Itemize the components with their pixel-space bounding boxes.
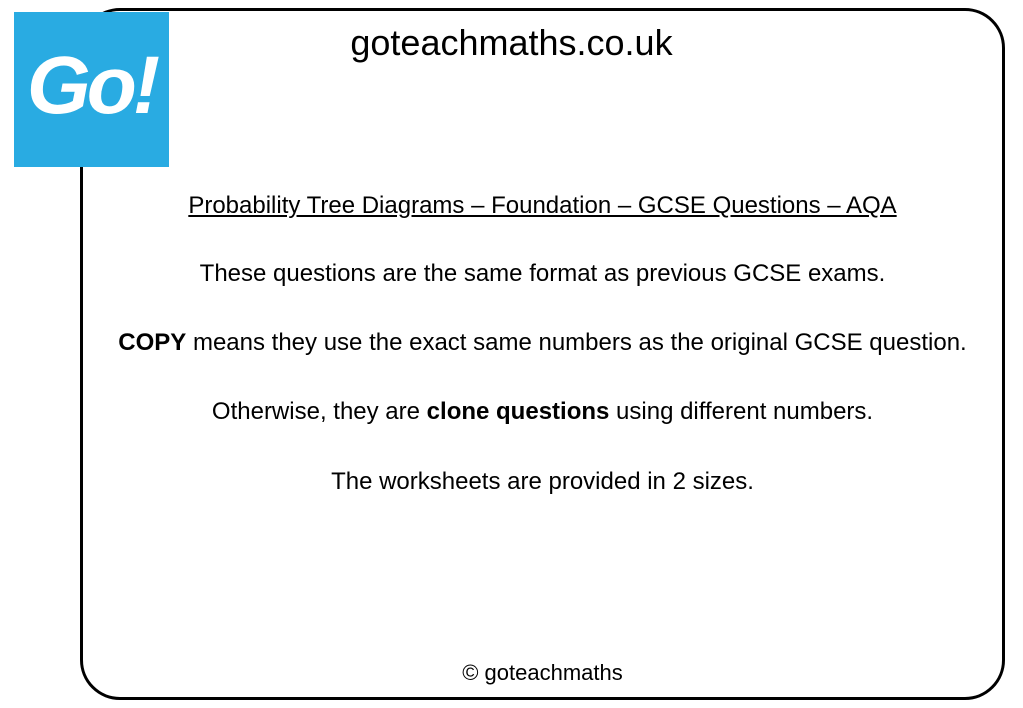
copyright-footer: © goteachmaths <box>80 660 1005 686</box>
intro-line-3-pre: Otherwise, they are <box>212 398 427 425</box>
intro-line-1: These questions are the same format as p… <box>80 258 1005 289</box>
clone-label: clone questions <box>427 398 610 425</box>
intro-line-4: The worksheets are provided in 2 sizes. <box>80 466 1005 497</box>
document-heading: Probability Tree Diagrams – Foundation –… <box>80 192 1005 220</box>
intro-line-3: Otherwise, they are clone questions usin… <box>80 396 1005 427</box>
content-area: Probability Tree Diagrams – Foundation –… <box>80 192 1005 535</box>
go-logo-text: Go! <box>27 39 156 133</box>
intro-line-2: COPY means they use the exact same numbe… <box>80 327 1005 358</box>
go-logo: Go! <box>14 12 169 167</box>
copy-label: COPY <box>118 329 186 356</box>
intro-line-3-post: using different numbers. <box>609 398 873 425</box>
intro-line-2-rest: means they use the exact same numbers as… <box>186 329 966 356</box>
